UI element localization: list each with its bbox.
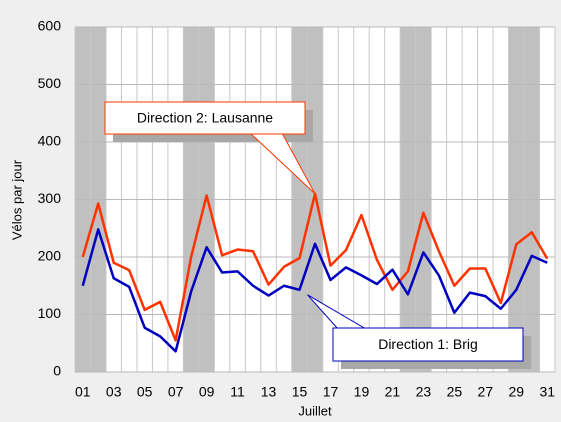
- y-tick-label: 400: [38, 133, 62, 149]
- y-tick-label: 100: [38, 305, 62, 321]
- x-tick-label: 31: [539, 384, 555, 400]
- x-tick-label: 19: [354, 384, 370, 400]
- x-tick-label: 17: [323, 384, 339, 400]
- x-axis-label: Juillet: [298, 403, 332, 418]
- series-line: [81, 228, 548, 353]
- y-tick-label: 500: [38, 75, 62, 91]
- y-tick-label: 0: [53, 363, 61, 379]
- x-tick-label: 29: [509, 384, 525, 400]
- legend-label: Direction 2: Lausanne: [137, 110, 273, 126]
- x-tick-label: 13: [261, 384, 277, 400]
- x-tick-label: 25: [447, 384, 463, 400]
- y-axis-label: Vélos par jour: [9, 159, 24, 240]
- y-tick-label: 600: [38, 18, 62, 34]
- x-tick-label: 15: [292, 384, 308, 400]
- x-tick-label: 27: [478, 384, 494, 400]
- x-tick-label: 07: [168, 384, 184, 400]
- callout-box: [104, 101, 306, 135]
- y-tick-label: 300: [38, 190, 62, 206]
- x-tick-label: 05: [137, 384, 153, 400]
- x-tick-label: 01: [75, 384, 91, 400]
- x-tick-label: 21: [385, 384, 401, 400]
- legend-label: Direction 1: Brig: [378, 336, 478, 352]
- x-tick-label: 23: [416, 384, 432, 400]
- x-tick-label: 09: [199, 384, 215, 400]
- x-tick-label: 03: [106, 384, 122, 400]
- y-tick-label: 200: [38, 248, 62, 264]
- callout-box: [332, 327, 524, 362]
- x-tick-label: 11: [230, 384, 245, 400]
